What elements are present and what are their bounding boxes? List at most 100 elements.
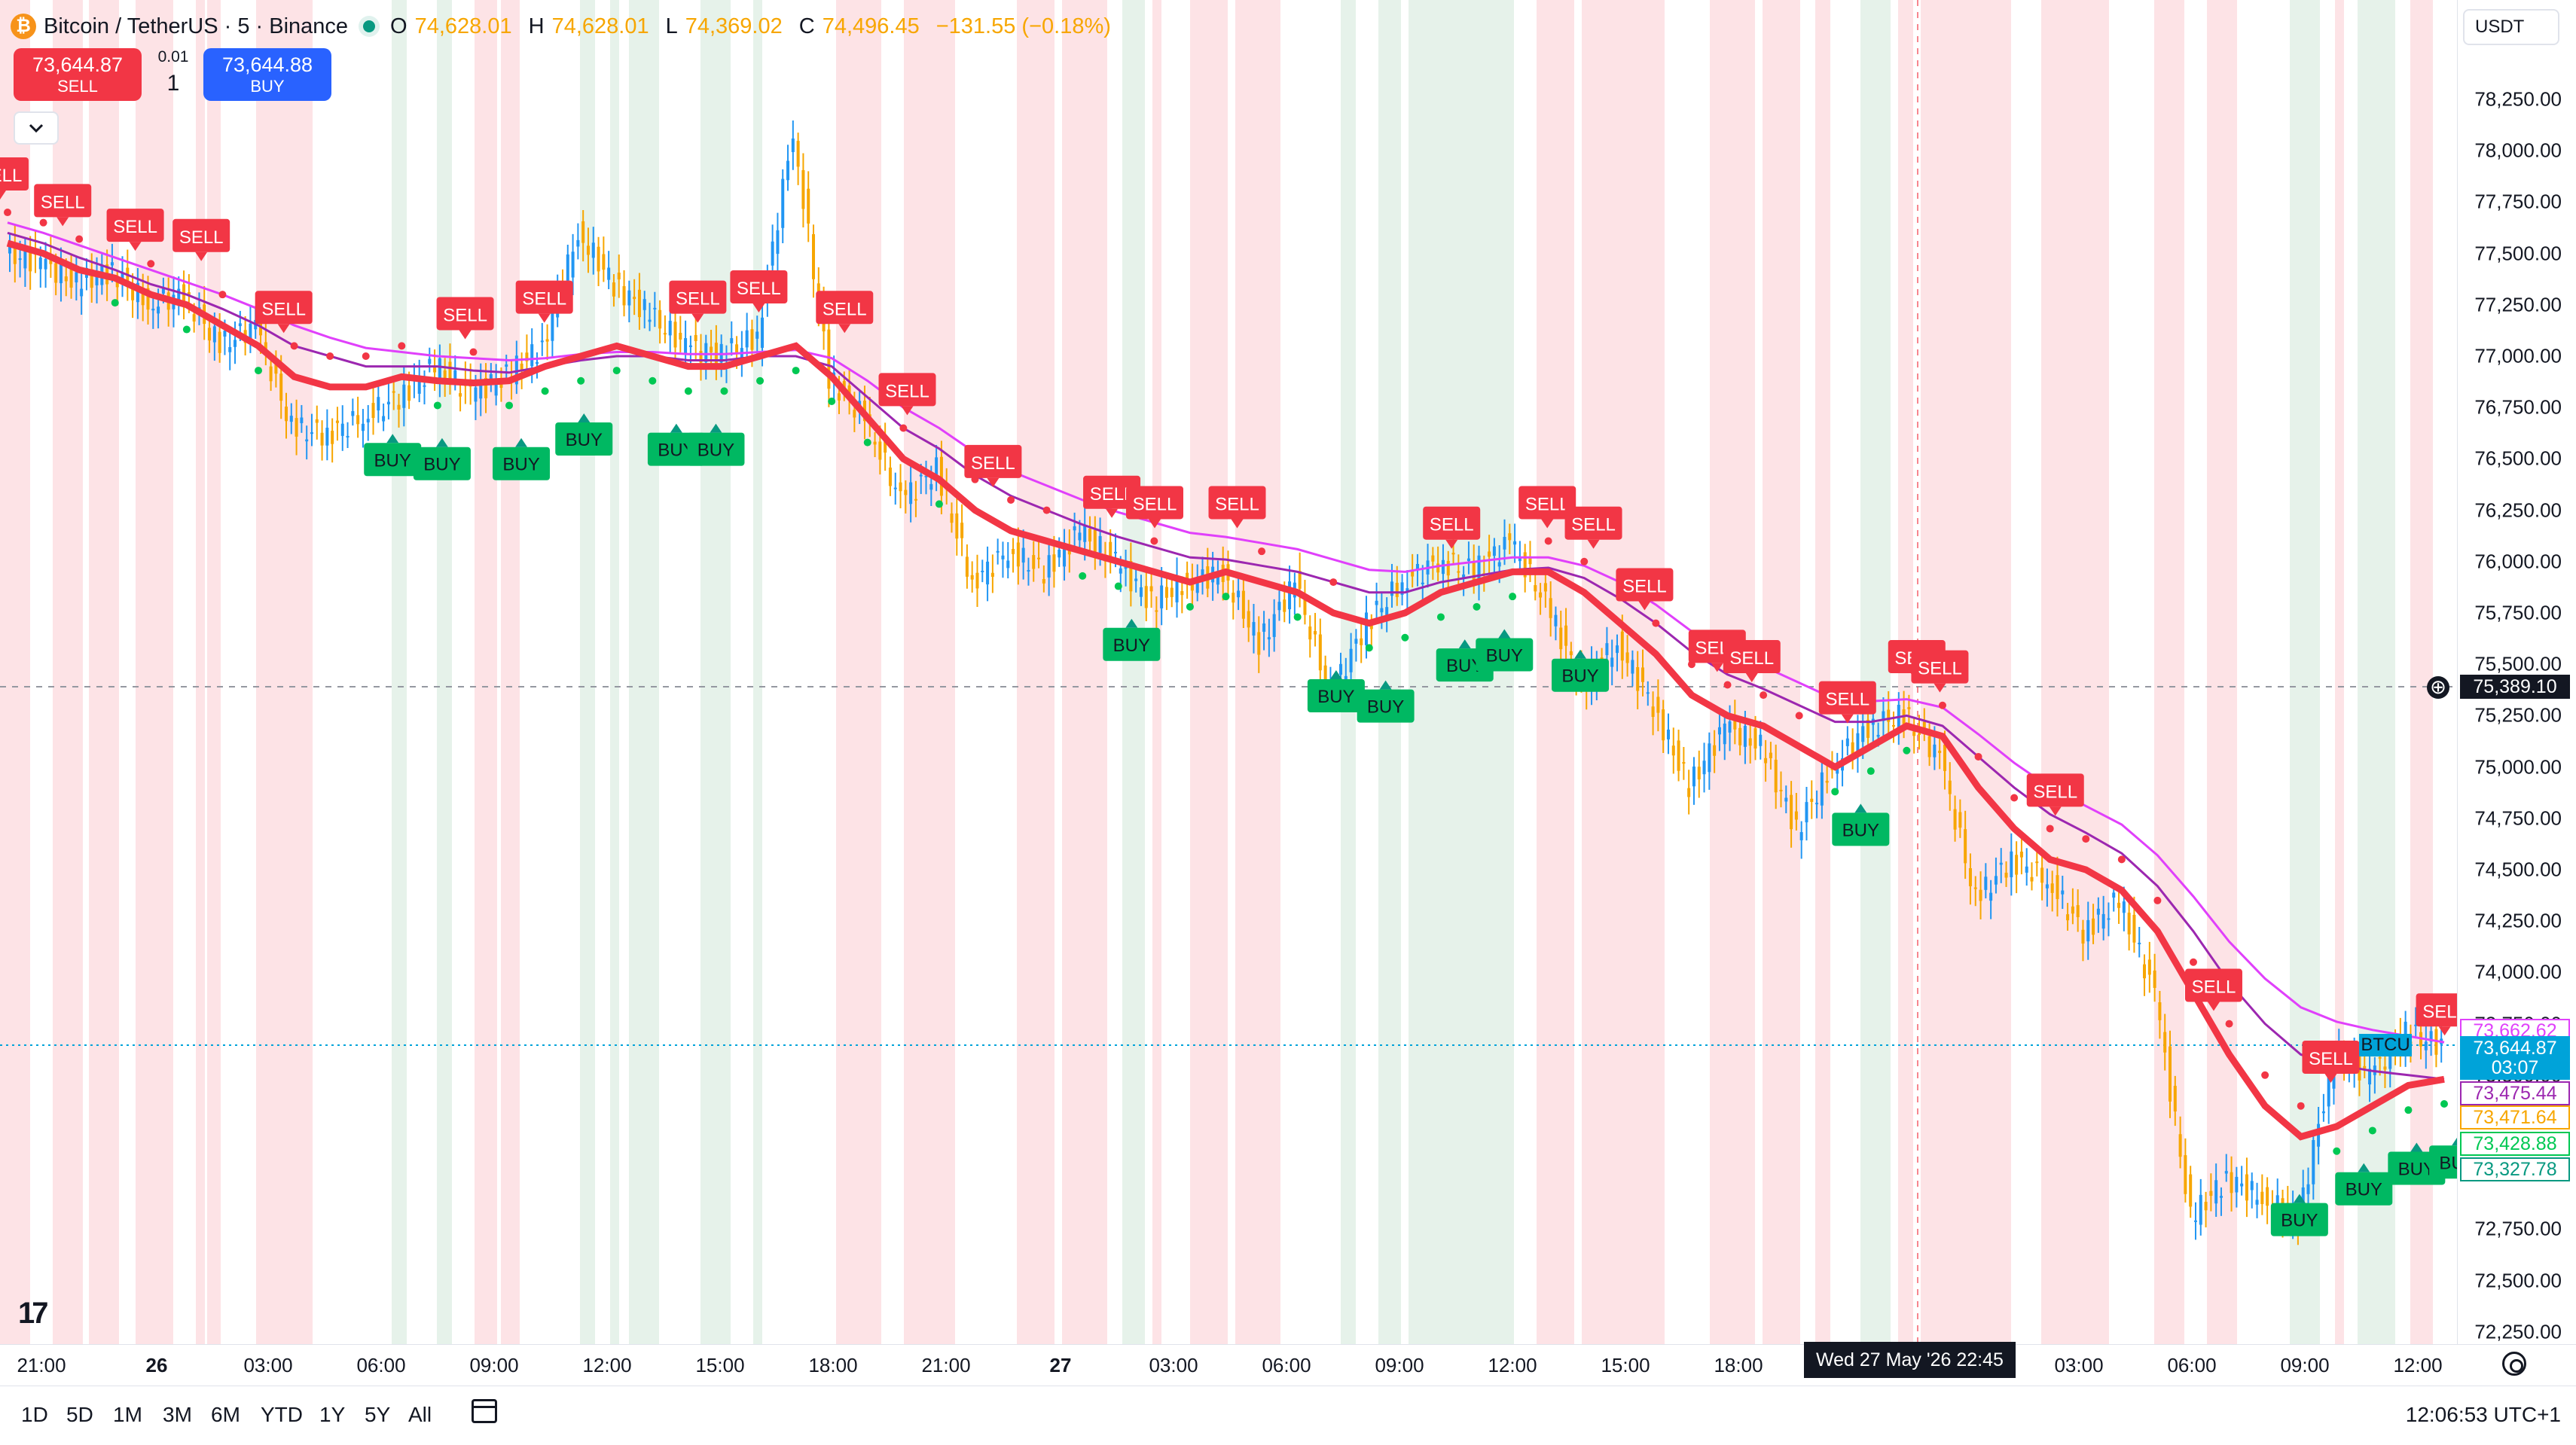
candle-body [1164, 587, 1168, 598]
timeframe-button[interactable]: 5D [66, 1403, 93, 1426]
sell-button[interactable]: 73,644.87 SELL [14, 48, 142, 101]
time-tick: 21:00 [17, 1354, 66, 1376]
candle-body [1364, 612, 1368, 645]
candle-body [791, 138, 795, 152]
candle-body [530, 344, 534, 367]
candle-body [417, 378, 421, 394]
candle-body [228, 346, 232, 352]
candle-body [2169, 1046, 2172, 1102]
candle-body [1697, 767, 1701, 780]
time-axis[interactable]: 21:00 26 03:00 06:00 09:00 12:00 15:00 18:00 21:… [0, 1344, 2576, 1386]
candle-body [1815, 803, 1819, 805]
candle-body [284, 406, 288, 422]
sell-marker: SELL [34, 184, 92, 227]
candle-body [157, 306, 160, 314]
trail-dot-sell [2189, 958, 2197, 966]
candle-body [2204, 1202, 2208, 1211]
candle-body [1728, 721, 1732, 733]
candle-body [2030, 876, 2034, 882]
bitcoin-icon: ₿ [11, 14, 36, 39]
candle-body [781, 178, 785, 228]
quantity-value[interactable]: 1 [166, 71, 180, 96]
candle-body [2327, 1065, 2330, 1107]
candle-body [950, 513, 954, 523]
sell-marker-label: SELL [1622, 577, 1667, 597]
timeframe-button[interactable]: 1D [21, 1403, 48, 1426]
sell-marker-label: SELL [1825, 690, 1869, 710]
timeframe-button[interactable]: 5Y [365, 1403, 391, 1426]
candle-body [1195, 578, 1199, 593]
trail-dot-buy [1903, 746, 1911, 755]
candle-body [1288, 581, 1292, 610]
candle-body [1472, 562, 1476, 583]
candle-body [637, 289, 641, 318]
candle-body [182, 284, 186, 307]
candle-body [1180, 591, 1184, 596]
candle-body [233, 340, 237, 347]
candle-body [1098, 535, 1102, 553]
sell-marker: SELL [1126, 486, 1183, 529]
candle-body [668, 321, 672, 336]
candle-body [2040, 867, 2044, 883]
settings-gear-icon[interactable] [2502, 1352, 2526, 1376]
candle-body [131, 284, 135, 300]
clock[interactable]: 12:06:53 UTC+1 [2405, 1403, 2561, 1426]
candle-body [617, 273, 621, 280]
candle-body [208, 328, 212, 341]
sell-zone [2335, 0, 2344, 1344]
time-tick: 03:00 [243, 1354, 293, 1376]
timeframe-button[interactable]: 1M [113, 1403, 142, 1426]
buy-label: BUY [250, 77, 285, 96]
candle-body [259, 312, 263, 336]
timeframe-button[interactable]: 1Y [319, 1403, 346, 1426]
candle-body [459, 393, 462, 397]
trail-dot-buy [577, 376, 585, 385]
buy-marker-label: BUY [1317, 687, 1354, 707]
collapse-legend-button[interactable] [14, 111, 59, 145]
currency-button[interactable]: USDT [2463, 9, 2559, 45]
candle-body [1497, 562, 1501, 567]
sell-zone [501, 0, 520, 1344]
timeframe-button[interactable]: 3M [163, 1403, 192, 1426]
trail-dot-sell [1258, 547, 1266, 556]
candle-body [1252, 622, 1256, 636]
sell-marker-label: SELL [2422, 1001, 2457, 1022]
sell-marker-label: SELL [1918, 659, 1962, 679]
timeframe-button[interactable]: YTD [261, 1403, 303, 1426]
timeframe-button[interactable]: All [408, 1403, 432, 1426]
candle-body [1979, 889, 1982, 901]
candle-body [2086, 919, 2090, 942]
sell-zone [0, 0, 30, 1344]
candle-body [423, 385, 426, 387]
calendar-icon[interactable] [472, 1399, 497, 1423]
trail-dot-buy [1436, 613, 1445, 621]
candle-body [1702, 761, 1706, 775]
buy-zone [610, 0, 619, 1344]
candle-body [2025, 866, 2028, 873]
quantity-field[interactable]: 0.01 1 [151, 48, 196, 96]
candle-body [873, 441, 877, 445]
symbol-title[interactable]: Bitcoin / TetherUS · 5 · Binance [44, 14, 349, 38]
tradingview-logo[interactable]: 17 [18, 1297, 48, 1330]
buy-button[interactable]: 73,644.88 BUY [203, 48, 331, 101]
timeframe-button[interactable]: 6M [211, 1403, 240, 1426]
trail-dot-buy [1186, 602, 1194, 611]
candle-body [1421, 582, 1424, 584]
candle-body [1139, 587, 1143, 597]
ohlc-close-key: C [798, 14, 815, 38]
candle-body [402, 384, 406, 408]
candle-body [975, 572, 979, 589]
price-chart[interactable]: SELL SELL SELL SELL SELL SELL SELL SELL SELL SELL… [0, 0, 2457, 1344]
candle-body [2061, 890, 2065, 895]
candle-body [2266, 1187, 2269, 1206]
add-alert-icon[interactable]: ⊕ [2427, 676, 2449, 699]
sell-zone [1062, 0, 1107, 1344]
ohlc-change: −131.55 (−0.18%) [935, 14, 1111, 38]
price-tick: 76,000.00 [2474, 550, 2562, 573]
trail-dot-sell [2046, 825, 2054, 833]
time-tick: 09:00 [469, 1354, 519, 1376]
sell-marker: SELL [878, 373, 936, 416]
symbol-header[interactable]: ₿ Bitcoin / TetherUS · 5 · Binance O 74,6… [11, 8, 1111, 45]
candle-body [1953, 809, 1957, 830]
